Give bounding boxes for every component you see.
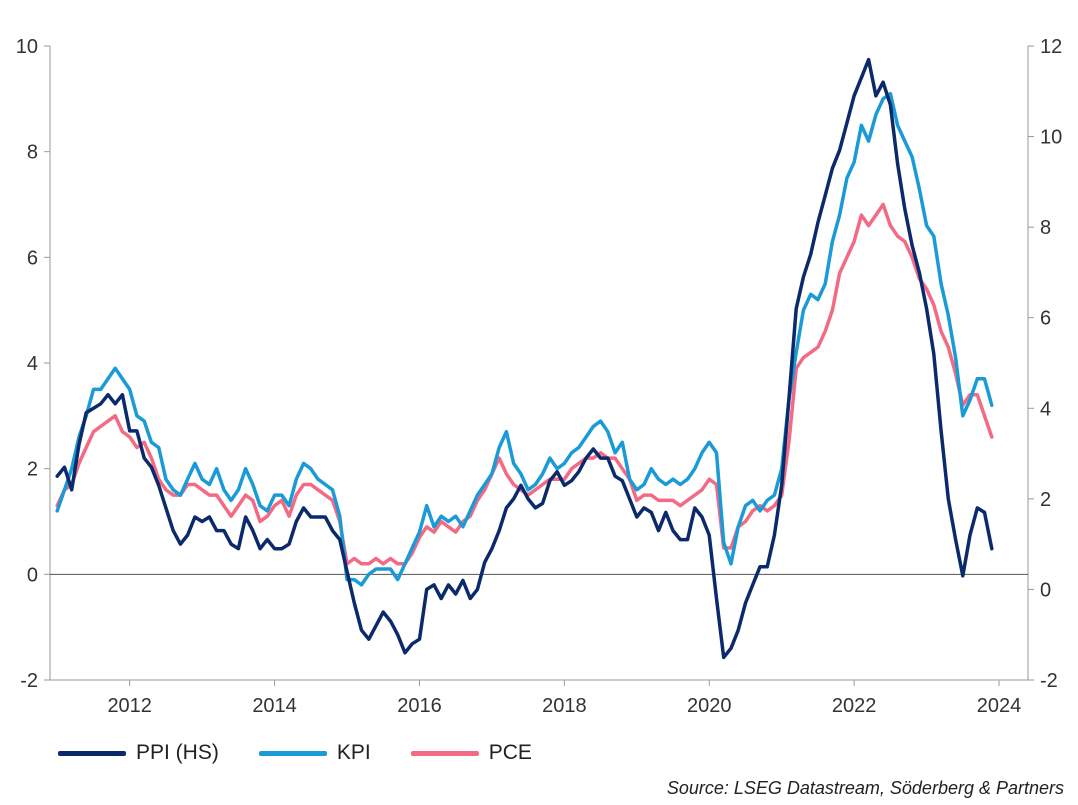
- axes: [44, 45, 1034, 686]
- y-right-tick-label: 0: [1040, 579, 1051, 601]
- y-left-tick-label: 0: [27, 564, 38, 586]
- series-line-kpi: [55, 91, 994, 587]
- y-right-tick-label: 2: [1040, 489, 1051, 511]
- series-line-pce: [55, 202, 994, 566]
- legend-item-kpi[interactable]: KPI: [258, 741, 371, 765]
- x-tick-label: 2012: [107, 695, 152, 717]
- y-left-tick-label: 2: [27, 459, 38, 481]
- y-left-tick-label: 4: [27, 353, 38, 375]
- x-tick-label: 2020: [687, 695, 732, 717]
- line-chart: -2 0 2 4 6 8 10 -2 0 2 4 6 8 10 12 2012 2014 2016 2018 2020…: [16, 36, 1063, 717]
- source-note: Source: LSEG Datastream, Söderberg & Par…: [666, 778, 1064, 798]
- legend-label-pce: PCE: [488, 741, 532, 764]
- y-right-tick-label: -2: [1040, 670, 1058, 692]
- series-line-ppi-hs: [55, 57, 994, 660]
- legend-swatch-ppi: [58, 750, 126, 756]
- legend-swatch-kpi: [258, 750, 327, 756]
- y-left-tick-label: 8: [27, 142, 38, 164]
- legend-label-kpi: KPI: [336, 741, 371, 764]
- y-right-tick-label: 8: [1040, 217, 1051, 239]
- y-right-tick-label: 4: [1040, 398, 1051, 420]
- x-tick-label: 2022: [832, 695, 877, 717]
- legend-item-pce[interactable]: PCE: [410, 741, 532, 765]
- legend: PPI (HS) KPI PCE: [58, 736, 572, 770]
- x-tick-label: 2018: [542, 695, 587, 717]
- y-left-tick-label: -2: [20, 670, 38, 692]
- y-right-tick-label: 6: [1040, 308, 1051, 330]
- legend-swatch-pce: [410, 750, 479, 756]
- legend-label-ppi: PPI (HS): [136, 741, 219, 764]
- tick-labels: -2 0 2 4 6 8 10 -2 0 2 4 6 8 10 12 2012 2014 2016 2018 2020…: [16, 36, 1063, 717]
- legend-item-ppi[interactable]: PPI (HS): [58, 741, 219, 765]
- y-left-tick-label: 10: [16, 36, 38, 58]
- x-tick-label: 2016: [397, 695, 442, 717]
- series-lines: [55, 57, 994, 660]
- y-left-tick-label: 6: [27, 247, 38, 269]
- x-tick-label: 2014: [252, 695, 297, 717]
- y-right-tick-label: 10: [1040, 127, 1062, 149]
- y-right-tick-label: 12: [1040, 36, 1062, 58]
- x-tick-label: 2024: [977, 695, 1022, 717]
